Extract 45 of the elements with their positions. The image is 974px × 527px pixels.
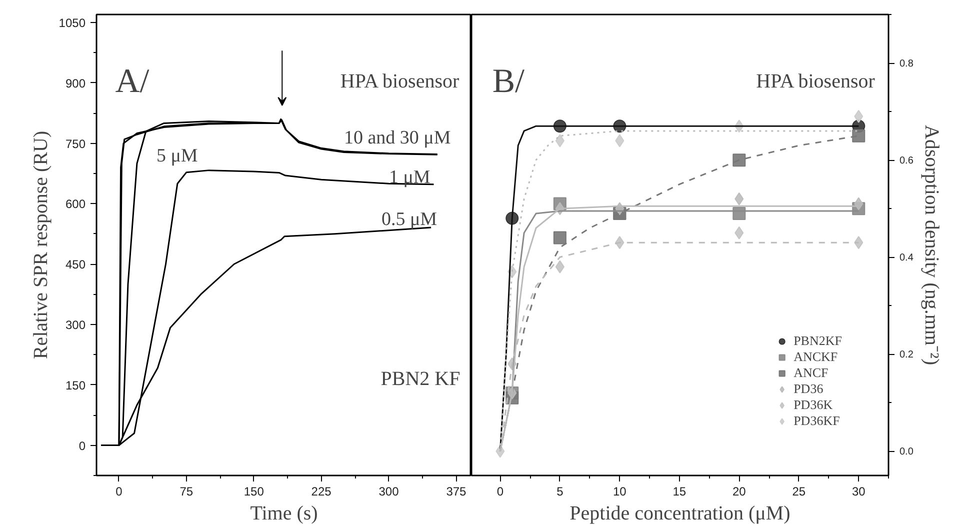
y-tick-label: 0: [78, 438, 86, 453]
x-tick-label: 15: [672, 484, 686, 498]
legend-label: PD36: [794, 381, 824, 397]
x-tick-label: 30: [852, 484, 866, 498]
y-tick-label: 150: [65, 378, 86, 392]
y2-tick-label: 0.0: [900, 446, 914, 458]
legend-label: ANCKF: [794, 349, 838, 365]
y-tick-label: 600: [65, 197, 86, 212]
annotation: HPA biosensor: [340, 70, 460, 92]
x-tick-label: 300: [378, 484, 400, 498]
y2-tick-label: 0.2: [900, 350, 914, 361]
x-tick-label: 0: [116, 484, 123, 498]
y-tick-label: 900: [65, 76, 86, 90]
y-tick-label: 450: [65, 258, 86, 272]
x-tick-label: 150: [244, 484, 264, 498]
y-tick-label: 1050: [58, 16, 86, 30]
y2-tick-label: 0.4: [900, 252, 914, 264]
annotation: 10 and 30 μM: [344, 128, 451, 149]
legend-label: ANCF: [794, 365, 828, 381]
x-tick-label: 10: [612, 484, 627, 498]
legend-label: PBN2KF: [794, 333, 842, 349]
annotation: A/: [115, 62, 150, 100]
annotation: 1 μM: [389, 167, 430, 188]
x-tick-label: 20: [732, 484, 746, 498]
legend-label: PD36KF: [794, 413, 840, 429]
y-tick-label: 750: [65, 136, 86, 151]
y2-tick-label: 0.6: [900, 156, 914, 167]
x-axis-title: Time (s): [250, 502, 318, 524]
y-axis-title: Relative SPR response (RU): [30, 130, 52, 360]
x-axis-title: Peptide concentration (μM): [570, 502, 790, 524]
annotation: 0.5 μM: [382, 208, 438, 230]
x-tick-label: 25: [792, 484, 806, 498]
annotation: HPA biosensor: [756, 70, 876, 92]
y2-axis-title: Adsorption density (ng.mm⁻²): [920, 124, 942, 366]
x-tick-label: 375: [446, 484, 467, 498]
x-tick-label: 225: [311, 484, 332, 498]
y2-tick-label: 0.8: [900, 58, 914, 70]
annotation: 5 μM: [156, 145, 198, 166]
legend-label: PD36K: [794, 397, 833, 413]
x-tick-label: 0: [496, 484, 504, 498]
annotation: PBN2 KF: [380, 368, 460, 390]
x-tick-label: 5: [556, 484, 564, 498]
x-tick-label: 75: [180, 484, 194, 498]
annotation: B/: [492, 62, 526, 100]
y-tick-label: 300: [65, 318, 86, 332]
